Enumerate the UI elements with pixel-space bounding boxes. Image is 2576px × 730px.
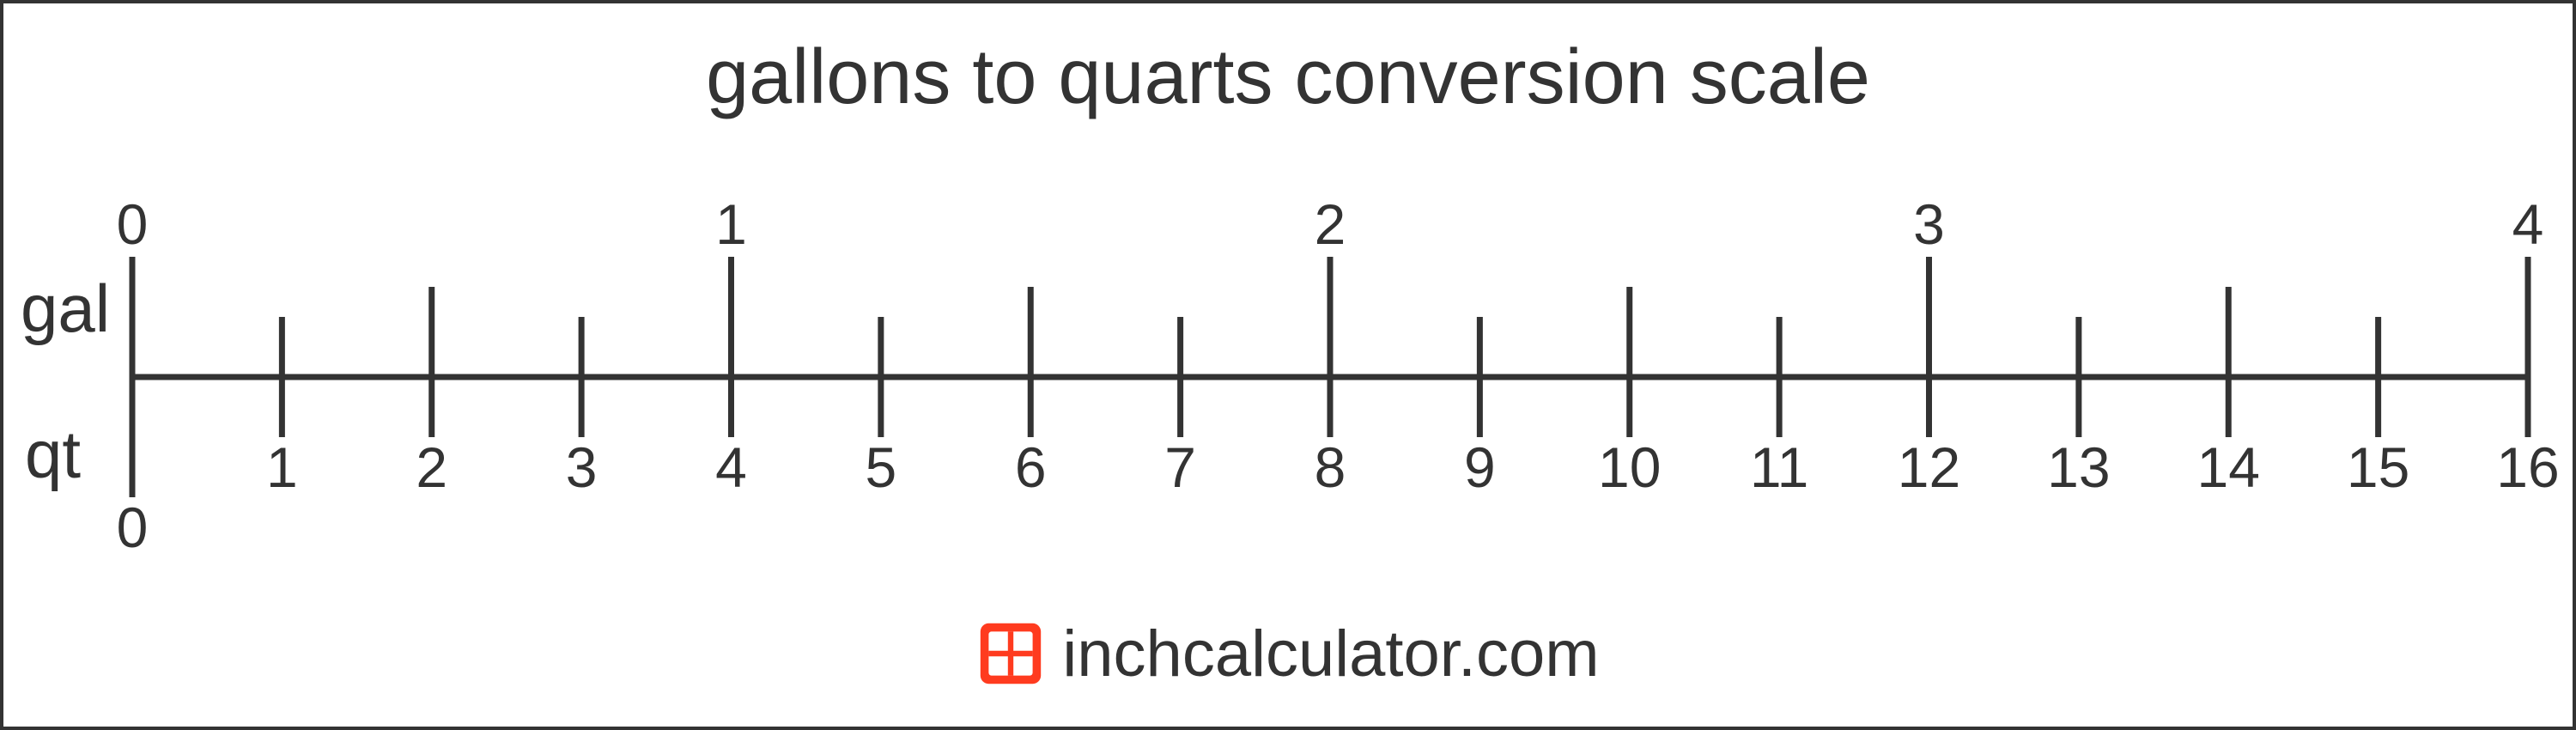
footer-inner: inchcalculator.com xyxy=(976,617,1599,691)
svg-text:5: 5 xyxy=(866,435,897,499)
footer: inchcalculator.com xyxy=(3,617,2573,693)
svg-text:10: 10 xyxy=(1598,435,1661,499)
scale-card: gallons to quarts conversion scale gal q… xyxy=(0,0,2576,730)
svg-text:1: 1 xyxy=(715,192,747,256)
svg-text:11: 11 xyxy=(1750,435,1809,499)
unit-label-bottom: qt xyxy=(25,416,81,494)
svg-text:4: 4 xyxy=(2512,192,2544,256)
svg-text:3: 3 xyxy=(566,435,598,499)
svg-text:0: 0 xyxy=(117,192,149,256)
svg-text:0: 0 xyxy=(117,496,149,559)
calculator-icon xyxy=(976,619,1045,688)
svg-text:1: 1 xyxy=(266,435,298,499)
svg-text:12: 12 xyxy=(1898,435,1960,499)
svg-text:13: 13 xyxy=(2047,435,2110,499)
svg-text:6: 6 xyxy=(1015,435,1047,499)
svg-text:4: 4 xyxy=(715,435,747,499)
svg-text:14: 14 xyxy=(2197,435,2260,499)
ruler-svg: 01234012345678910111213141516 xyxy=(132,218,2528,544)
svg-text:16: 16 xyxy=(2496,435,2559,499)
svg-text:8: 8 xyxy=(1315,435,1346,499)
svg-text:2: 2 xyxy=(416,435,447,499)
svg-text:9: 9 xyxy=(1464,435,1496,499)
unit-label-top: gal xyxy=(21,270,110,348)
footer-text: inchcalculator.com xyxy=(1062,617,1599,691)
svg-text:3: 3 xyxy=(1913,192,1945,256)
scale-area: gal qt 01234012345678910111213141516 xyxy=(106,218,2521,544)
svg-text:15: 15 xyxy=(2347,435,2409,499)
svg-text:7: 7 xyxy=(1164,435,1196,499)
scale-title: gallons to quarts conversion scale xyxy=(3,33,2573,122)
svg-text:2: 2 xyxy=(1315,192,1346,256)
